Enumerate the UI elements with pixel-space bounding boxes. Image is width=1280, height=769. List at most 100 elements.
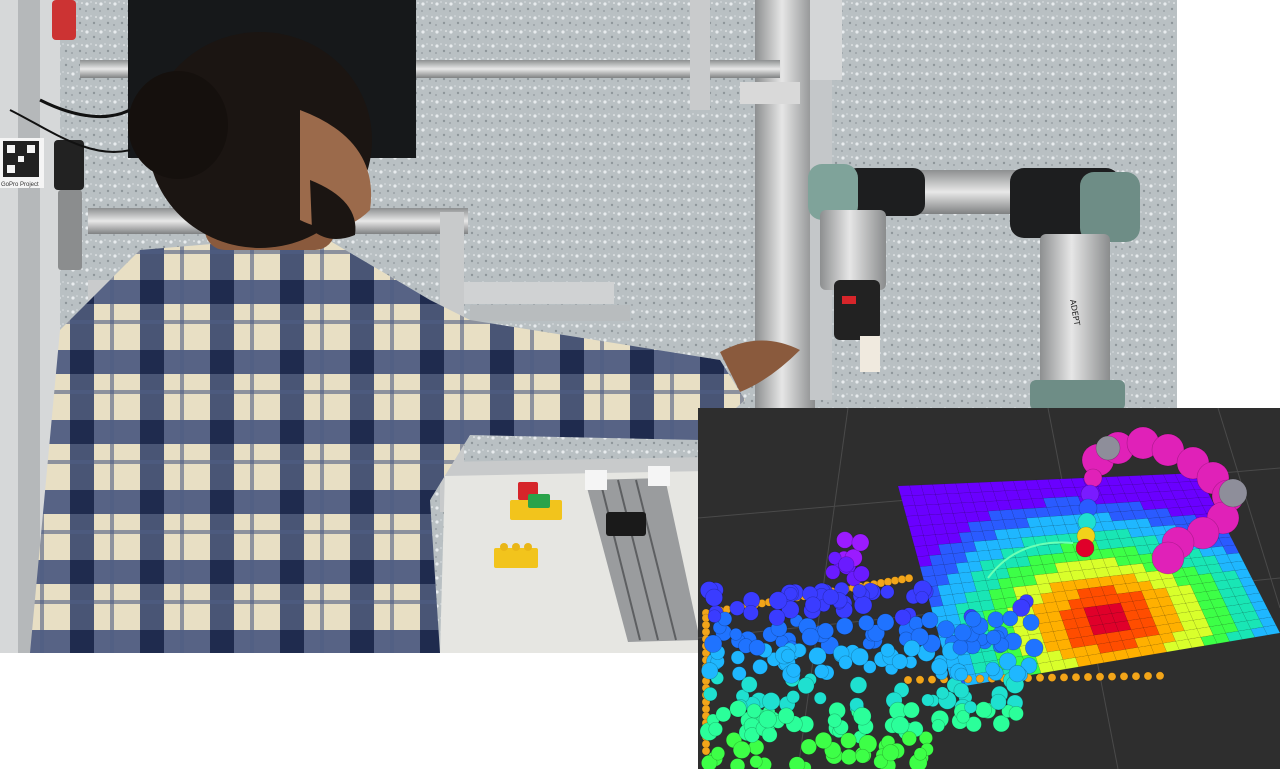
sphere <box>913 747 927 761</box>
sphere <box>915 590 929 605</box>
sphere <box>703 686 718 702</box>
lab-photo: GoPro Project <box>0 0 1177 653</box>
sphere <box>707 609 722 623</box>
sphere <box>838 556 855 573</box>
rviz-visualization <box>698 408 1280 769</box>
sphere <box>852 583 867 598</box>
sphere <box>921 611 939 629</box>
qr-caption: GoPro Project <box>1 182 39 188</box>
point-cloud-spheres <box>699 531 1165 769</box>
sphere <box>952 639 969 656</box>
sphere <box>901 731 917 747</box>
sphere <box>894 609 911 626</box>
sphere <box>1218 478 1248 508</box>
sphere <box>854 596 873 615</box>
sphere <box>825 564 841 580</box>
sphere <box>800 738 817 755</box>
sphere <box>883 577 893 587</box>
sphere <box>921 693 935 707</box>
sphere <box>836 617 854 635</box>
sphere <box>731 666 747 681</box>
qr-code-sticker: GoPro Project <box>0 138 44 188</box>
sphere <box>1071 672 1081 682</box>
sphere <box>813 691 827 705</box>
sphere <box>876 578 886 588</box>
sphere <box>915 675 925 685</box>
gripper-fixture <box>606 512 646 536</box>
sphere <box>964 610 982 628</box>
heatmap-cell <box>1262 624 1280 636</box>
sphere <box>880 643 895 658</box>
sphere <box>786 690 800 704</box>
sphere <box>729 758 746 769</box>
sphere <box>1008 706 1024 722</box>
sphere <box>1107 672 1117 681</box>
sphere <box>975 674 985 684</box>
sphere <box>882 744 900 762</box>
sphere <box>729 700 747 718</box>
sphere <box>1119 672 1129 681</box>
sphere <box>937 620 955 639</box>
sphere <box>1155 671 1165 681</box>
sphere <box>903 675 913 685</box>
sphere <box>880 584 895 599</box>
sphere <box>748 639 766 656</box>
sphere <box>931 719 945 733</box>
sphere <box>1131 671 1141 681</box>
sphere <box>701 754 718 769</box>
sphere <box>715 706 732 723</box>
hand <box>720 340 800 392</box>
sphere <box>740 676 758 693</box>
sphere <box>781 648 796 663</box>
sphere <box>783 586 798 601</box>
sphere <box>855 748 870 764</box>
sphere <box>953 682 970 699</box>
sphere <box>985 661 1000 677</box>
sphere <box>927 675 937 684</box>
sphere <box>986 630 1002 645</box>
sphere <box>964 700 978 714</box>
sphere <box>990 693 1007 711</box>
sphere <box>1035 673 1045 683</box>
sphere <box>903 639 921 657</box>
sphere <box>1002 610 1019 627</box>
sphere <box>840 732 857 749</box>
sphere <box>838 655 853 670</box>
sphere <box>954 667 968 682</box>
sphere <box>876 613 895 632</box>
sphere <box>797 677 815 695</box>
sphere <box>1151 541 1185 575</box>
beard <box>310 180 356 239</box>
sphere <box>768 609 786 626</box>
sphere <box>851 533 870 552</box>
sphere <box>729 600 745 616</box>
sphere <box>781 600 800 619</box>
sphere <box>897 575 907 584</box>
sphere <box>965 716 982 733</box>
sphere <box>1075 538 1095 558</box>
sphere <box>987 611 1005 628</box>
sphere <box>1059 673 1069 682</box>
sphere <box>904 573 914 583</box>
sphere <box>850 647 869 666</box>
sphere <box>903 701 920 719</box>
sphere <box>801 627 820 646</box>
sphere <box>1008 665 1026 683</box>
sphere <box>786 663 801 678</box>
sphere <box>746 703 762 719</box>
camera-device <box>9 0 131 270</box>
sphere <box>840 748 857 766</box>
sphere <box>1020 657 1038 674</box>
sphere <box>853 707 872 726</box>
sphere <box>704 634 723 653</box>
sphere <box>935 686 949 700</box>
sphere <box>804 596 822 613</box>
sphere <box>1083 468 1103 488</box>
sphere <box>758 710 777 729</box>
sphere <box>930 658 948 676</box>
sphere <box>863 660 877 674</box>
sphere <box>891 653 908 670</box>
sphere <box>1012 598 1031 617</box>
sphere <box>729 627 743 641</box>
sphere <box>814 731 833 750</box>
